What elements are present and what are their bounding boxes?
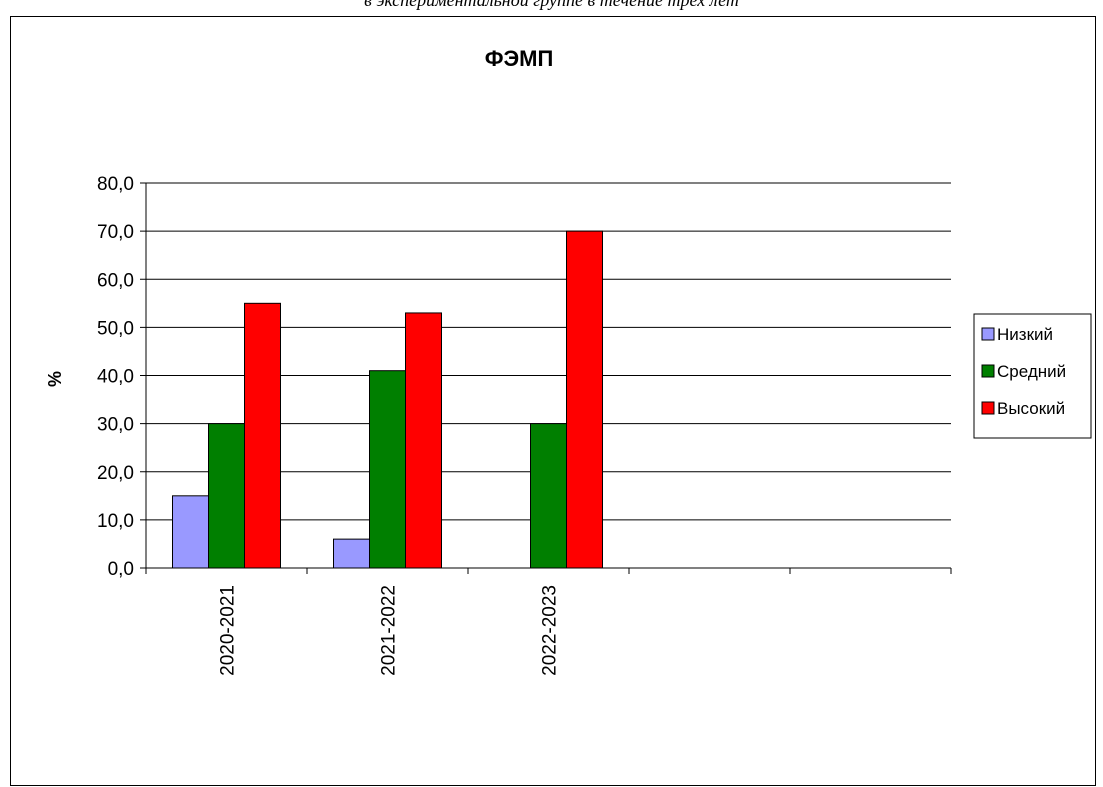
bar-Высокий bbox=[244, 302, 281, 569]
y-tick-label: 80,0 bbox=[97, 174, 134, 195]
bar-Средний bbox=[530, 423, 567, 569]
bar-chart: ФЭМП % 0,0 10,0 20,0 30,0 40,0 50,0 60,0 70,0 80… bbox=[45, 46, 1092, 676]
y-tick-label: 50,0 bbox=[97, 318, 134, 339]
y-tick-label: 70,0 bbox=[97, 222, 134, 243]
x-tick-label: 2022-2023 bbox=[540, 585, 561, 676]
bars bbox=[172, 230, 603, 569]
figure-caption: в экспериментальной группе в течение тре… bbox=[364, 0, 739, 10]
bar-Низкий bbox=[172, 495, 209, 569]
legend-label: Высокий bbox=[997, 399, 1065, 418]
y-tick-label: 60,0 bbox=[97, 270, 134, 291]
y-axis-label: % bbox=[45, 371, 65, 387]
legend: Низкий Средний Высокий bbox=[973, 313, 1092, 439]
y-tick-label: 10,0 bbox=[97, 511, 134, 532]
chart-title: ФЭМП bbox=[485, 46, 554, 71]
bar-Высокий bbox=[566, 230, 603, 569]
bar-Средний bbox=[369, 370, 406, 569]
legend-label: Низкий bbox=[997, 325, 1053, 344]
legend-swatch bbox=[981, 401, 995, 415]
axes bbox=[140, 182, 952, 574]
x-tick-label: 2020-2021 bbox=[218, 585, 239, 676]
x-tick-labels: 2020-2021 2021-2022 2022-2023 bbox=[218, 585, 561, 676]
y-tick-label: 40,0 bbox=[97, 367, 134, 388]
legend-swatch bbox=[981, 364, 995, 378]
legend-swatch bbox=[981, 327, 995, 341]
y-tick-label: 20,0 bbox=[97, 463, 134, 484]
x-tick-label: 2021-2022 bbox=[379, 585, 400, 676]
chart-frame: ФЭМП % 0,0 10,0 20,0 30,0 40,0 50,0 60,0 70,0 80… bbox=[10, 16, 1096, 786]
bar-Высокий bbox=[405, 312, 442, 569]
legend-label: Средний bbox=[997, 362, 1066, 381]
bar-Низкий bbox=[333, 538, 370, 569]
y-tick-label: 30,0 bbox=[97, 415, 134, 436]
y-tick-labels: 0,0 10,0 20,0 30,0 40,0 50,0 60,0 70,0 80,0 bbox=[97, 174, 134, 580]
y-tick-label: 0,0 bbox=[108, 559, 134, 580]
bar-Средний bbox=[208, 423, 245, 569]
